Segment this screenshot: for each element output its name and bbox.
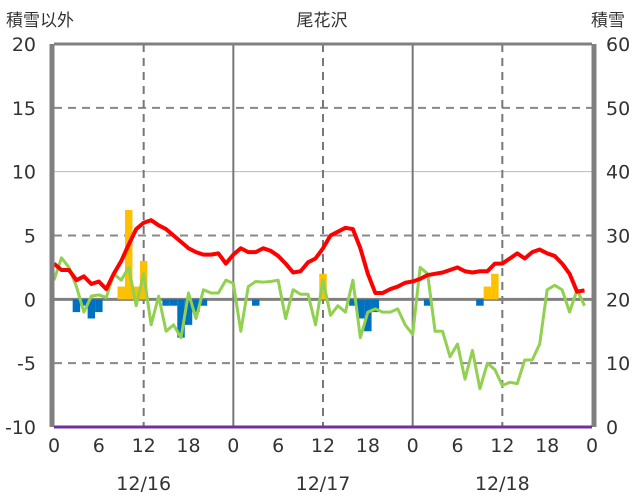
left-tick-label: 5 bbox=[24, 226, 36, 248]
snow-decrease-bar bbox=[349, 299, 357, 306]
x-tick-label: 0 bbox=[48, 435, 60, 457]
date-label: 12/16 bbox=[116, 473, 171, 495]
snow-decrease-bar bbox=[95, 299, 103, 313]
chart-title: 尾花沢 bbox=[297, 11, 348, 31]
snowfall-bar bbox=[491, 273, 499, 300]
x-tick-label: 12 bbox=[311, 435, 335, 457]
right-tick-label: 20 bbox=[606, 289, 630, 311]
snow-decrease-bar bbox=[356, 299, 365, 319]
date-label: 12/17 bbox=[296, 473, 351, 495]
right-tick-label: 0 bbox=[606, 417, 618, 439]
snow-decrease-bar bbox=[87, 299, 96, 319]
right-axis-title: 積雪 bbox=[591, 11, 625, 31]
x-tick-label: 6 bbox=[93, 435, 105, 457]
snow-depth-line bbox=[52, 256, 586, 391]
right-tick-label: 10 bbox=[606, 353, 630, 375]
x-tick-label: 0 bbox=[227, 435, 239, 457]
x-tick-label: 18 bbox=[535, 435, 559, 457]
snow-decrease-bar bbox=[476, 299, 484, 306]
snow-decrease-bar bbox=[184, 299, 193, 325]
snow-decrease-bar bbox=[162, 299, 170, 306]
x-tick-label: 0 bbox=[407, 435, 419, 457]
left-tick-label: -5 bbox=[17, 353, 36, 375]
x-tick-label: 18 bbox=[176, 435, 200, 457]
left-tick-label: -10 bbox=[5, 417, 36, 439]
right-tick-label: 30 bbox=[606, 226, 630, 248]
right-tick-label: 40 bbox=[606, 162, 630, 184]
snow-decrease-bar bbox=[72, 299, 81, 313]
x-tick-label: 18 bbox=[356, 435, 380, 457]
x-tick-label: 0 bbox=[586, 435, 598, 457]
right-tick-label: 50 bbox=[606, 98, 630, 120]
snow-decrease-bar bbox=[371, 299, 380, 313]
x-tick-label: 6 bbox=[272, 435, 284, 457]
temperature-line bbox=[52, 218, 585, 295]
right-tick-label: 60 bbox=[606, 34, 630, 56]
snowfall-bar bbox=[132, 286, 140, 300]
snow-decrease-bar bbox=[199, 299, 208, 306]
left-tick-label: 15 bbox=[12, 98, 36, 120]
snow-decrease-bar bbox=[80, 299, 88, 306]
x-tick-label: 6 bbox=[451, 435, 463, 457]
snow-decrease-bar bbox=[169, 299, 178, 306]
snow-decrease-bar bbox=[177, 299, 185, 338]
snowfall-bar bbox=[117, 286, 125, 300]
snowfall-bar bbox=[483, 286, 492, 300]
left-tick-label: 10 bbox=[12, 162, 36, 184]
snowfall-bar bbox=[124, 209, 133, 300]
date-label: 12/18 bbox=[475, 473, 530, 495]
x-tick-label: 12 bbox=[132, 435, 156, 457]
left-tick-label: 0 bbox=[24, 289, 36, 311]
x-tick-label: 12 bbox=[490, 435, 514, 457]
left-axis-title: 積雪以外 bbox=[6, 11, 74, 31]
snow-decrease-bar bbox=[192, 299, 200, 313]
snow-decrease-bar bbox=[252, 299, 260, 306]
snow-decrease-bar bbox=[423, 299, 432, 306]
left-tick-label: 20 bbox=[12, 34, 36, 56]
